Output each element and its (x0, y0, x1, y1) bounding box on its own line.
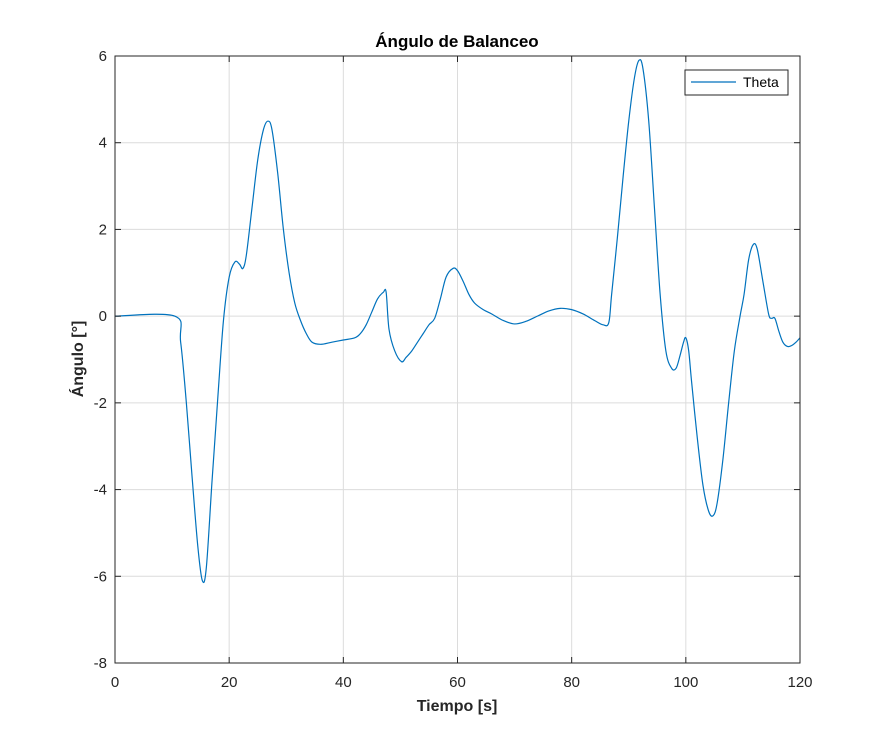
y-tick-label: -2 (94, 395, 107, 412)
chart-title: Ángulo de Balanceo (375, 32, 538, 51)
y-axis-label: Ángulo [°] (68, 321, 87, 398)
x-tick-label: 0 (111, 674, 119, 691)
x-tick-label: 20 (221, 674, 238, 691)
x-tick-label: 120 (787, 674, 812, 691)
x-tick-label: 60 (449, 674, 466, 691)
y-tick-label: -8 (94, 655, 107, 672)
ticks (114, 55, 801, 664)
legend-label-theta: Theta (743, 74, 779, 90)
y-tick-label: -6 (94, 568, 107, 585)
tick-labels: 0 20 40 60 80 100 120 -8 -6 -4 -2 0 2 4 6 (94, 48, 813, 691)
x-axis-label: Tiempo [s] (417, 698, 498, 715)
y-tick-label: 6 (99, 48, 107, 65)
y-tick-label: 0 (99, 308, 107, 325)
x-tick-label: 80 (563, 674, 580, 691)
series-line-theta (114, 59, 801, 584)
legend: Theta (684, 69, 789, 96)
y-tick-label: 2 (99, 221, 107, 238)
x-tick-label: 100 (673, 674, 698, 691)
series-layer (114, 59, 801, 584)
y-tick-label: 4 (99, 135, 107, 152)
x-tick-label: 40 (335, 674, 352, 691)
y-tick-label: -4 (94, 482, 107, 499)
